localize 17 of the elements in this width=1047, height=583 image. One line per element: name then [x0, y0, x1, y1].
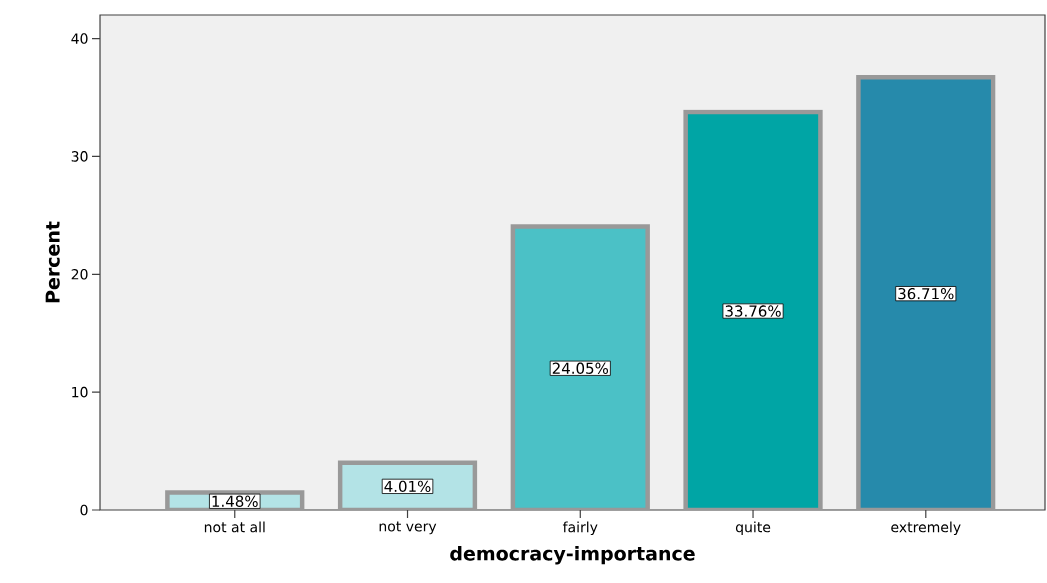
data-label: 24.05%: [552, 362, 609, 374]
y-tick-label: 30: [71, 151, 88, 162]
data-label: 33.76%: [725, 305, 781, 317]
y-tick-label: 0: [80, 504, 88, 516]
y-axis-title: Percent: [45, 221, 60, 303]
x-axis-title: democracy-importance: [450, 545, 695, 565]
x-tick-label: fairly: [562, 521, 598, 536]
x-tick-label: extremely: [891, 521, 961, 536]
data-label: 4.01%: [384, 480, 431, 493]
y-tick-label: 40: [71, 33, 88, 44]
data-label: 1.48%: [212, 495, 258, 507]
x-tick-label: not very: [379, 521, 437, 535]
data-label: 36.71%: [898, 287, 954, 300]
y-tick-label: 20: [71, 268, 88, 280]
x-tick-label: not at all: [204, 521, 265, 533]
y-tick-label: 10: [72, 386, 88, 398]
x-tick-label: quite: [735, 521, 771, 536]
